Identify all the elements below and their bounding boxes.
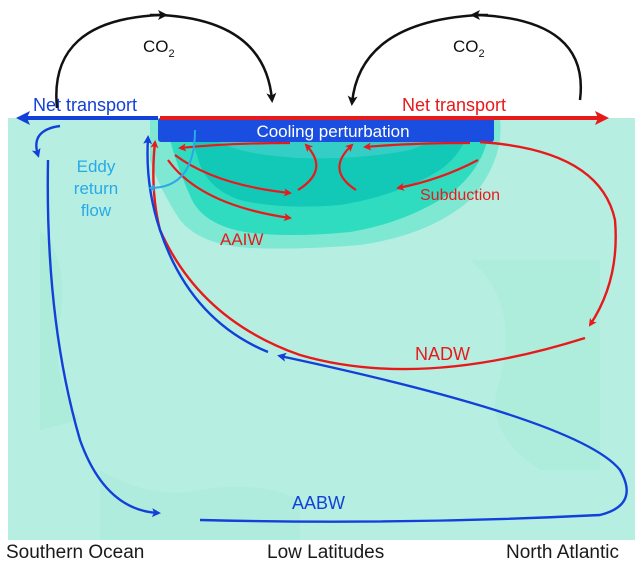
ocean-texture (470, 260, 600, 470)
low-lat-upwelling-left (297, 143, 318, 191)
aabw-bottom-flow (199, 352, 628, 523)
subduction-label: Subduction (420, 187, 500, 204)
eddy-label-line1: Eddy (77, 157, 116, 176)
aabw-upper-return (143, 135, 269, 354)
eddy-label-line3: flow (81, 201, 112, 220)
aabw-sinking-arrow (46, 159, 161, 518)
aaiw-label: AAIW (220, 230, 263, 249)
co2-right-label: CO2 (453, 37, 485, 60)
co2-right-loop (347, 13, 583, 106)
cooling-perturbation-band (158, 118, 494, 142)
southern-ocean-descent (31, 124, 61, 158)
aabw-label: AABW (292, 493, 345, 513)
cooling-perturbation-label: Cooling perturbation (256, 122, 409, 141)
nadw-label: NADW (415, 344, 470, 364)
ocean-texture (40, 230, 80, 430)
nadw-return-arrow (150, 140, 586, 371)
aaiw-arrow-1 (178, 141, 291, 152)
eddy-return-arrow (148, 129, 196, 192)
aaiw-arrow-2 (174, 154, 292, 197)
eddy-label-line2: return (74, 179, 118, 198)
region-low-latitudes: Low Latitudes (267, 542, 385, 563)
region-southern-ocean: Southern Ocean (6, 542, 145, 563)
low-lat-upwelling-right (338, 143, 357, 191)
nadw-sinking-arrow (479, 140, 617, 327)
subduction-arrow (396, 159, 479, 191)
co2-left-label: CO2 (143, 37, 175, 60)
region-north-atlantic: North Atlantic (506, 542, 619, 563)
subduction-arrow-top (363, 141, 471, 151)
net-transport-right-label: Net transport (402, 95, 506, 115)
ocean-circulation-diagram: Cooling perturbation Net transport Net t… (8, 10, 635, 540)
aaiw-arrow-3 (167, 159, 292, 222)
ocean-texture (100, 470, 300, 540)
net-transport-left-label: Net transport (33, 95, 137, 115)
